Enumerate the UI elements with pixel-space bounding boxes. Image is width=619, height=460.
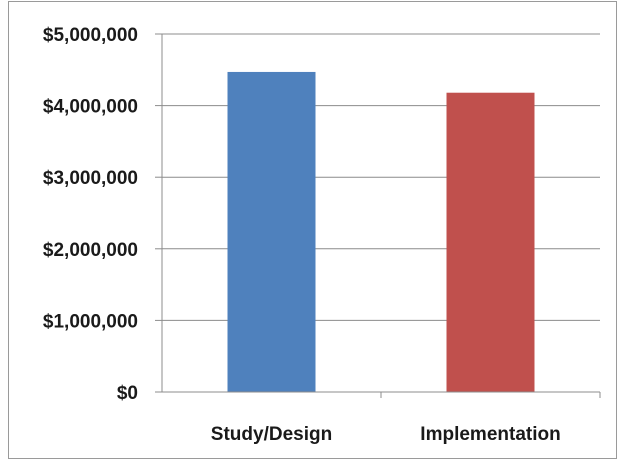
y-tick-label: $2,000,000: [43, 240, 138, 261]
y-tick-label: $0: [117, 383, 138, 404]
y-axis-ticks: $0 $1,000,000 $2,000,000 $3,000,000 $4,000,0…: [43, 25, 162, 404]
bar-implementation: [446, 92, 535, 392]
y-tick-label: $4,000,000: [43, 97, 138, 118]
x-category-label: Implementation: [420, 424, 560, 445]
x-category-label: Study/Design: [211, 424, 332, 445]
y-tick-label: $5,000,000: [43, 25, 138, 46]
y-tick-label: $3,000,000: [43, 168, 138, 189]
x-axis-categories: Study/Design Implementation: [211, 392, 601, 445]
bars: [227, 71, 535, 392]
y-tick-label: $1,000,000: [43, 311, 138, 332]
bar-study-design: [227, 71, 316, 392]
